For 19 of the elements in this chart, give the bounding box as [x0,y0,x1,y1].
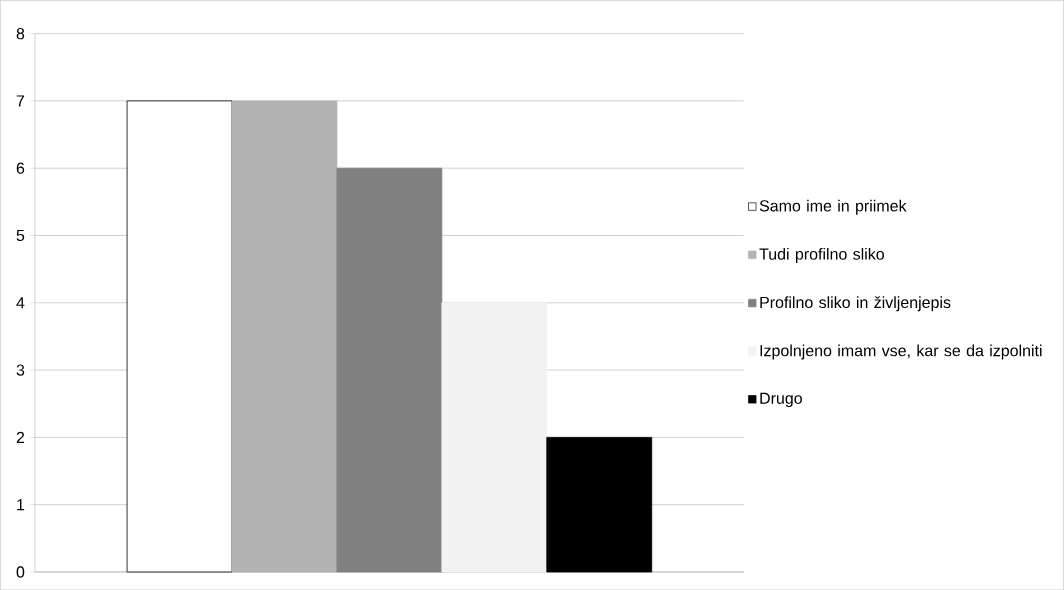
y-tick-label: 4 [16,297,25,309]
legend-label: Samo ime in priimek [759,199,907,215]
y-tick-label: 2 [16,431,25,443]
bar [441,302,548,573]
y-tick-label: 7 [16,95,25,107]
bar [546,436,653,573]
bar [126,100,233,573]
legend-label: Drugo [760,392,802,407]
legend-label: Profilno sliko in življenjepis [760,296,951,312]
bar [336,167,443,573]
bar [231,100,338,573]
y-tick-label: 6 [16,162,25,174]
legend-label: Izpolnjeno imam vse, kar se da izpolniti [760,344,1042,360]
y-tick-label: 3 [16,364,25,376]
y-tick-label: 0 [16,566,25,578]
legend-label: Tudi profilno sliko [759,247,884,263]
y-tick-label: 5 [16,229,25,241]
y-tick-label: 8 [16,27,25,40]
y-tick-label: 1 [17,499,25,511]
